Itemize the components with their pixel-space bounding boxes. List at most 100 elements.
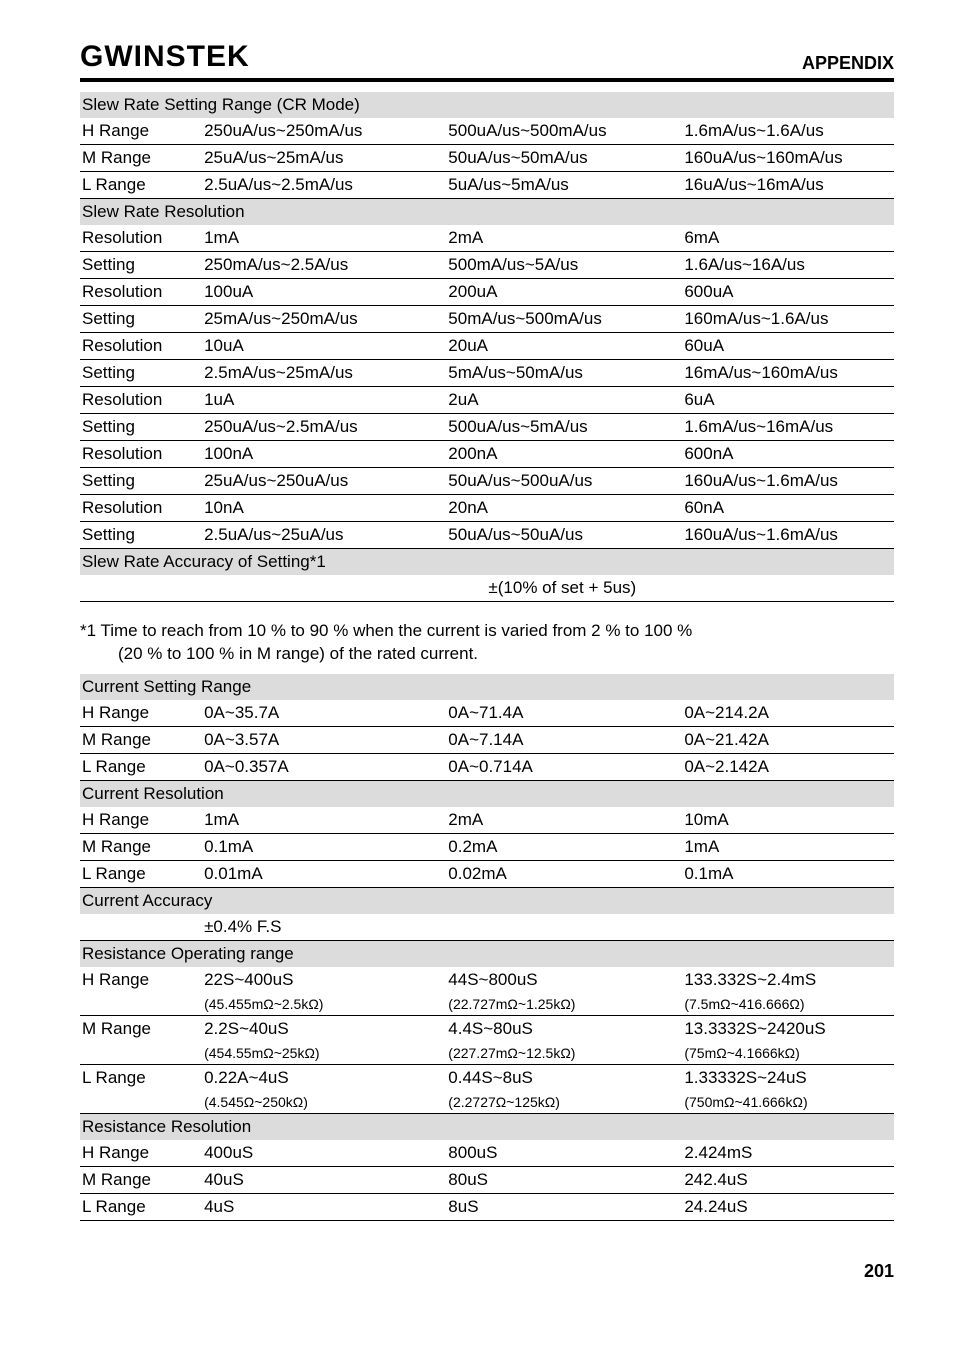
section-title: Resistance Resolution [80,1113,894,1140]
table-row: Setting2.5uA/us~25uA/us50uA/us~50uA/us16… [80,522,894,549]
table-cell: 6uA [682,387,894,414]
table-cell: 40uS [202,1166,446,1193]
table-cell: 25uA/us~250uA/us [202,468,446,495]
table-cell: 200nA [446,441,682,468]
table-cell: 160uA/us~160mA/us [682,145,894,172]
table-cell: 0A~3.57A [202,726,446,753]
table-cell: (2.2727Ω~125kΩ) [446,1091,682,1114]
table-cell: 20uA [446,333,682,360]
table-cell: Resolution [80,495,202,522]
table-row: Resolution100nA200nA600nA [80,441,894,468]
table-cell: 25mA/us~250mA/us [202,306,446,333]
table-cell: L Range [80,1193,202,1220]
table-cell: 0A~0.357A [202,753,446,780]
table-cell: 4.4S~80uS [446,1015,682,1042]
table-cell: 800uS [446,1140,682,1167]
table-cell [682,914,894,941]
table-cell: 0A~0.714A [446,753,682,780]
brand-logo: GWINSTEK [80,40,250,74]
slew-rate-table: Slew Rate Setting Range (CR Mode)H Range… [80,92,894,602]
section-title: Current Resolution [80,780,894,807]
table-cell: Setting [80,360,202,387]
table-cell: 0.01mA [202,860,446,887]
table-cell: 2.2S~40uS [202,1015,446,1042]
table-cell: 25uA/us~25mA/us [202,145,446,172]
table-row: L Range0.22A~4uS0.44S~8uS1.33332S~24uS [80,1064,894,1091]
table-cell: 80uS [446,1166,682,1193]
table-cell: M Range [80,833,202,860]
section-title: Current Accuracy [80,887,894,914]
table-cell: 60nA [682,495,894,522]
table-cell: H Range [80,807,202,834]
table-cell: 100nA [202,441,446,468]
table-cell: ±0.4% F.S [202,914,446,941]
table-cell: ±(10% of set + 5us) [446,575,682,602]
table-cell: 4uS [202,1193,446,1220]
table-cell: 50uA/us~500uA/us [446,468,682,495]
table-cell: 1mA [202,225,446,252]
table-cell: 500mA/us~5A/us [446,252,682,279]
table-row: M Range40uS80uS242.4uS [80,1166,894,1193]
table-cell: 0.1mA [682,860,894,887]
table-row: Setting250mA/us~2.5A/us500mA/us~5A/us1.6… [80,252,894,279]
table-cell: Resolution [80,225,202,252]
table-cell: H Range [80,700,202,727]
table-cell: 200uA [446,279,682,306]
table-cell: M Range [80,726,202,753]
table-cell: 16mA/us~160mA/us [682,360,894,387]
table-cell: (45.455mΩ~2.5kΩ) [202,993,446,1016]
table-cell: (22.727mΩ~1.25kΩ) [446,993,682,1016]
table-cell: 6mA [682,225,894,252]
table-cell: 50uA/us~50uA/us [446,522,682,549]
current-resistance-table: Current Setting RangeH Range0A~35.7A0A~7… [80,674,894,1221]
table-cell: 1mA [202,807,446,834]
table-cell: 10mA [682,807,894,834]
table-row: H Range0A~35.7A0A~71.4A0A~214.2A [80,700,894,727]
table-cell: 2.5mA/us~25mA/us [202,360,446,387]
table-cell: 2.424mS [682,1140,894,1167]
table-cell: 0A~35.7A [202,700,446,727]
table-row: H Range22S~400uS44S~800uS133.332S~2.4mS [80,967,894,993]
table-row: M Range0.1mA0.2mA1mA [80,833,894,860]
table-row: M Range0A~3.57A0A~7.14A0A~21.42A [80,726,894,753]
table-row: Resolution100uA200uA600uA [80,279,894,306]
footnote-line2: (20 % to 100 % in M range) of the rated … [80,643,894,666]
table-cell: 500uA/us~5mA/us [446,414,682,441]
table-cell [202,575,446,602]
table-cell: 0.02mA [446,860,682,887]
table-row: (4.545Ω~250kΩ)(2.2727Ω~125kΩ)(750mΩ~41.6… [80,1091,894,1114]
table-cell [80,1042,202,1065]
table-cell: 250mA/us~2.5A/us [202,252,446,279]
table-cell: 0A~214.2A [682,700,894,727]
table-cell: 10nA [202,495,446,522]
table-row: M Range2.2S~40uS4.4S~80uS13.3332S~2420uS [80,1015,894,1042]
table-cell: (750mΩ~41.666kΩ) [682,1091,894,1114]
table-cell: Resolution [80,333,202,360]
table-cell: 2.5uA/us~2.5mA/us [202,172,446,199]
table-cell: 0A~21.42A [682,726,894,753]
table-cell: 1.6mA/us~1.6A/us [682,118,894,145]
table-cell: 600nA [682,441,894,468]
section-title: Slew Rate Resolution [80,199,894,226]
table-cell: M Range [80,1015,202,1042]
table-cell: 1.33332S~24uS [682,1064,894,1091]
table-cell: L Range [80,860,202,887]
table-cell: 133.332S~2.4mS [682,967,894,993]
table-row: (45.455mΩ~2.5kΩ)(22.727mΩ~1.25kΩ)(7.5mΩ~… [80,993,894,1016]
table-cell: 1mA [682,833,894,860]
table-cell: 250uA/us~2.5mA/us [202,414,446,441]
table-row: (454.55mΩ~25kΩ)(227.27mΩ~12.5kΩ)(75mΩ~4.… [80,1042,894,1065]
table-cell: Setting [80,306,202,333]
table-cell: 1uA [202,387,446,414]
table-cell: 250uA/us~250mA/us [202,118,446,145]
table-cell: L Range [80,1064,202,1091]
table-row: H Range1mA2mA10mA [80,807,894,834]
table-row: L Range0.01mA0.02mA0.1mA [80,860,894,887]
table-cell: 0.44S~8uS [446,1064,682,1091]
table-cell: 24.24uS [682,1193,894,1220]
page-container: GWINSTEK APPENDIX Slew Rate Setting Rang… [0,0,954,1342]
footnote: *1 Time to reach from 10 % to 90 % when … [80,620,894,666]
table-row: M Range25uA/us~25mA/us50uA/us~50mA/us160… [80,145,894,172]
table-cell: 50mA/us~500mA/us [446,306,682,333]
table-row: Resolution1mA2mA6mA [80,225,894,252]
